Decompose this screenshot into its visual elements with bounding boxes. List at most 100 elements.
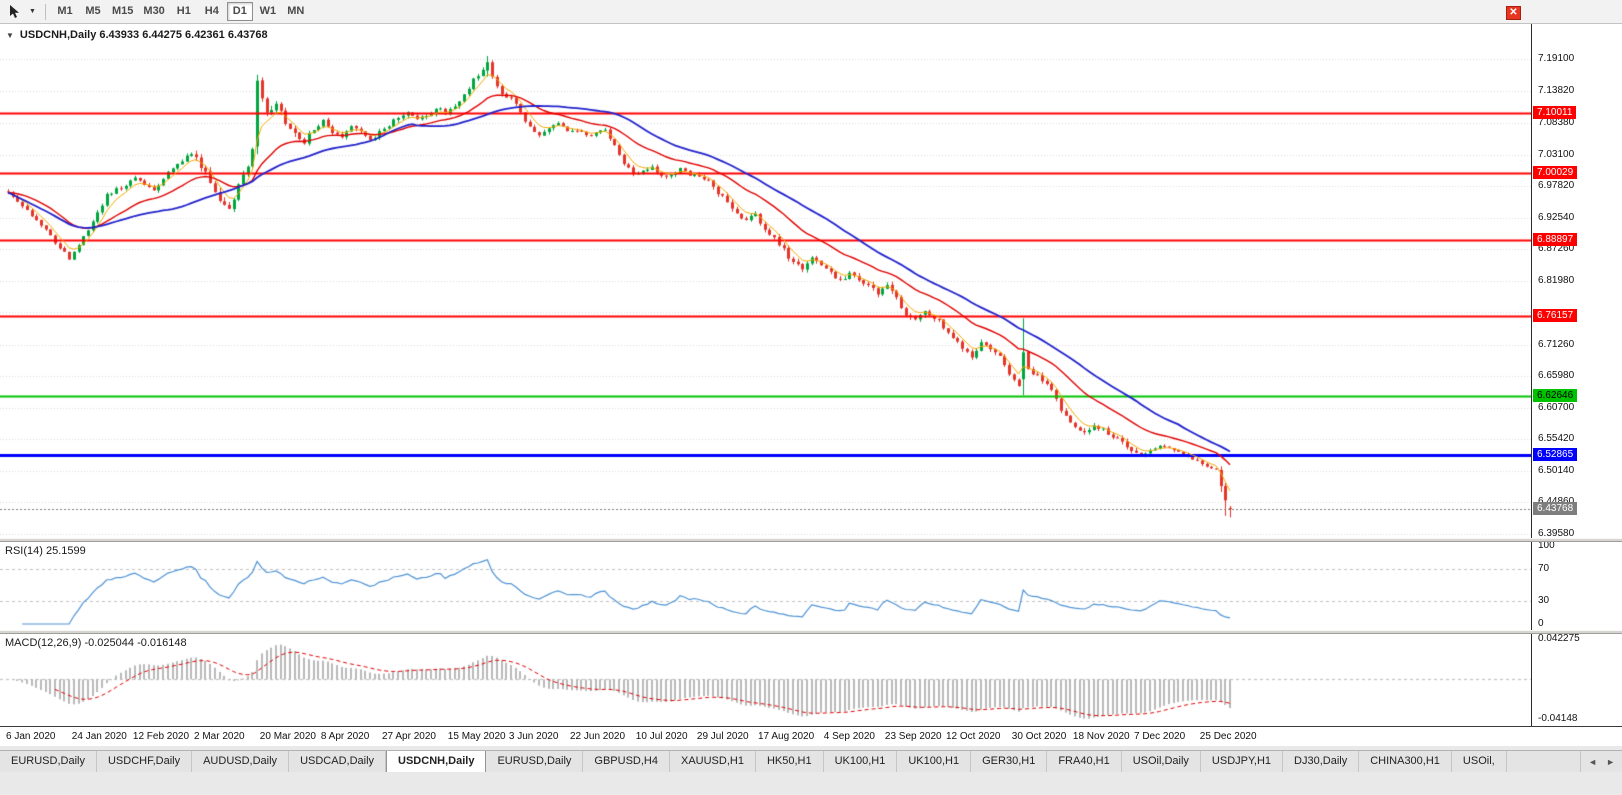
rsi-indicator-label: RSI(14) 25.1599	[5, 545, 86, 557]
timeframe-button-h4[interactable]: H4	[204, 5, 219, 17]
time-axis-label: 17 Aug 2020	[758, 731, 815, 742]
chart-tab-usoil-[interactable]: USOil,	[1452, 751, 1507, 772]
chevron-down-icon: ▼	[29, 8, 36, 15]
price-axis-label: 6.44860	[1538, 496, 1574, 507]
collapse-icon[interactable]: ▼	[6, 30, 14, 40]
timeframe-button-m30[interactable]: M30	[143, 5, 165, 17]
timeframe-toolbar: M1 M5 M15 M30 H1 H4 D1 W1 MN	[52, 2, 309, 21]
chart-tab-fra40-h1[interactable]: FRA40,H1	[1047, 751, 1122, 772]
price-line-badge: 6.76157	[1533, 308, 1578, 322]
price-line-badge: 7.10011	[1533, 106, 1577, 120]
timeframe-button-m5[interactable]: M5	[85, 5, 101, 17]
timeframe-button-m15[interactable]: M15	[112, 5, 134, 17]
price-axis-label: 6.39580	[1538, 527, 1575, 539]
timeframe-button-h1[interactable]: H1	[176, 5, 191, 17]
price-axis-label: 6.71260	[1538, 338, 1575, 350]
time-axis-label: 27 Apr 2020	[382, 731, 436, 742]
time-axis-label: 8 Apr 2020	[320, 731, 370, 742]
chart-tabs: EURUSD,Daily USDCHF,Daily AUDUSD,Daily USDC…	[0, 751, 1580, 772]
toolbar: ▼ M1 M5 M15 M30 H1 H4 D1 W1 MN ✕	[0, 0, 1622, 24]
tab-scroll-left-button[interactable]: ◄	[1588, 756, 1598, 767]
toolbar-separator	[45, 3, 46, 20]
price-axis-label: 6.97820	[1538, 180, 1575, 192]
chart-tab-usdchf-daily[interactable]: USDCHF,Daily	[97, 751, 193, 772]
time-axis-label: 12 Feb 2020	[132, 731, 190, 742]
tab-scroll-arrows: ◄ ►	[1580, 751, 1622, 772]
price-axis-label: 7.19100	[1538, 53, 1575, 65]
time-axis-label: 10 Jul 2020	[635, 731, 688, 742]
rsi-axis-label: 70	[1538, 563, 1550, 575]
price-axis-label: 6.55420	[1538, 433, 1575, 445]
time-axis-label: 15 May 2020	[447, 731, 506, 742]
pane-splitter-macd[interactable]	[0, 630, 1622, 634]
chart-tab-eurusd-daily[interactable]: EURUSD,Daily	[486, 751, 584, 772]
macd-axis-label: 0.042275	[1538, 633, 1580, 644]
time-axis-label: 12 Oct 2020	[946, 731, 1001, 742]
price-axis-label: 7.03100	[1538, 148, 1575, 160]
time-axis-label: 22 Jun 2020	[570, 731, 626, 742]
price-axis-label: 6.92540	[1538, 211, 1575, 223]
chart-tab-gbpusd-h4[interactable]: GBPUSD,H4	[583, 751, 670, 772]
price-axis-label: 7.08380	[1538, 117, 1575, 129]
macd-axis-label: -0.04148	[1538, 713, 1578, 724]
time-axis-label: 2 Mar 2020	[194, 731, 245, 742]
time-axis-label: 7 Dec 2020	[1134, 731, 1186, 742]
timeframe-button-w1[interactable]: W1	[259, 5, 277, 17]
price-line-badge: 7.00029	[1533, 166, 1578, 180]
price-line-badge: 6.88897	[1533, 232, 1578, 246]
chart-ohlc-title: ▼ USDCNH,Daily 6.43933 6.44275 6.42361 6…	[6, 29, 268, 41]
time-axis: 6 Jan 2020 24 Jan 2020 12 Feb 2020 2 Mar 20…	[0, 726, 1622, 746]
price-axis: 7.19100 7.13820 7.08380 7.03100 6.97820 6.925…	[1531, 24, 1622, 726]
time-axis-label: 24 Jan 2020	[71, 731, 127, 742]
time-axis-label: 25 Dec 2020	[1199, 731, 1257, 742]
cursor-tool-button[interactable]	[4, 2, 26, 22]
price-axis-label: 6.60700	[1538, 401, 1575, 413]
timeframe-button-m1[interactable]: M1	[57, 5, 73, 17]
rsi-axis-label: 100	[1538, 540, 1555, 551]
price-axis-label: 6.81980	[1538, 274, 1575, 286]
chart-tab-china300-h1[interactable]: CHINA300,H1	[1359, 751, 1452, 772]
cursor-tool-dropdown-button[interactable]: ▼	[26, 2, 39, 22]
time-axis-label: 23 Sep 2020	[884, 731, 942, 742]
chart-tab-usdcad-daily[interactable]: USDCAD,Daily	[289, 751, 387, 772]
chart-tab-dj30-daily[interactable]: DJ30,Daily	[1283, 751, 1360, 772]
time-axis-label: 29 Jul 2020	[696, 731, 749, 742]
cursor-icon	[10, 4, 19, 18]
chart-tab-audusd-daily[interactable]: AUDUSD,Daily	[192, 751, 290, 772]
price-axis-label: 6.87260	[1538, 243, 1575, 255]
chart-tab-ger30-h1[interactable]: GER30,H1	[971, 751, 1048, 772]
pane-splitter-rsi[interactable]	[0, 538, 1622, 542]
chart-area: ▼ USDCNH,Daily 6.43933 6.44275 6.42361 6…	[0, 24, 1622, 746]
chart-tab-uk100-h1[interactable]: UK100,H1	[897, 751, 972, 772]
current-price-badge: 6.43768	[1533, 501, 1578, 515]
rsi-axis-label: 30	[1538, 594, 1550, 606]
timeframe-button-d1[interactable]: D1	[226, 2, 253, 21]
timeframe-button-mn[interactable]: MN	[287, 5, 305, 17]
time-axis-label: 6 Jan 2020	[6, 731, 56, 742]
time-axis-label: 3 Jun 2020	[508, 731, 559, 742]
chart-tab-hk50-h1[interactable]: HK50,H1	[756, 751, 824, 772]
price-axis-label: 7.13820	[1538, 84, 1575, 96]
price-axis-label: 6.65980	[1538, 370, 1575, 382]
chart-close-button[interactable]: ✕	[1506, 6, 1521, 20]
time-axis-label: 20 Mar 2020	[259, 731, 316, 742]
chart-tab-usdjpy-h1[interactable]: USDJPY,H1	[1201, 751, 1284, 772]
time-axis-label: 18 Nov 2020	[1072, 731, 1130, 742]
chart-tab-xauusd-h1[interactable]: XAUUSD,H1	[670, 751, 756, 772]
chart-tab-usoil-daily[interactable]: USOil,Daily	[1122, 751, 1201, 772]
tab-scroll-right-button[interactable]: ►	[1606, 756, 1615, 767]
chart-tab-usdcnh-daily[interactable]: USDCNH,Daily	[386, 751, 487, 772]
time-axis-label: 30 Oct 2020	[1011, 731, 1067, 742]
price-line-badge: 6.52865	[1533, 447, 1578, 461]
chart-tab-bar: EURUSD,Daily USDCHF,Daily AUDUSD,Daily USDC…	[0, 750, 1622, 772]
price-axis-label: 6.50140	[1538, 464, 1575, 476]
price-chart-canvas[interactable]	[0, 24, 1531, 726]
price-line-badge: 6.62646	[1533, 389, 1578, 403]
rsi-axis-label: 0	[1538, 618, 1544, 629]
ohlc-text: USDCNH,Daily 6.43933 6.44275 6.42361 6.4…	[19, 29, 268, 41]
chart-tab-uk100-h1[interactable]: UK100,H1	[824, 751, 898, 772]
chart-tab-eurusd-daily[interactable]: EURUSD,Daily	[0, 751, 97, 772]
time-axis-label: 4 Sep 2020	[823, 731, 875, 742]
macd-indicator-label: MACD(12,26,9) -0.025044 -0.016148	[5, 637, 187, 649]
